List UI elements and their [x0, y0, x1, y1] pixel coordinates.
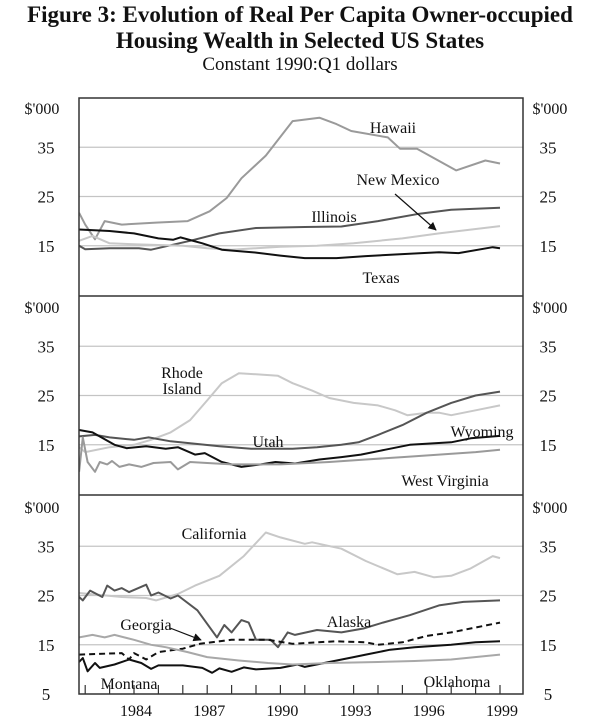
series-line-utah	[79, 390, 501, 450]
x-tick-label: 1984	[120, 703, 152, 720]
y-tick-label-right: 5	[544, 685, 553, 704]
x-tick-label: 1999	[486, 703, 518, 720]
series-line-california	[79, 531, 501, 602]
series-label: New Mexico	[356, 172, 439, 189]
y-unit-label-left: $'000	[25, 101, 60, 118]
series-label: Alaska	[327, 614, 371, 631]
y-tick-label-right: 15	[540, 436, 557, 455]
x-tick-label: 1993	[340, 703, 372, 720]
y-tick-label-right: 25	[540, 188, 557, 207]
y-tick-label-left: 15	[38, 237, 55, 256]
y-tick-label-right: 35	[540, 337, 557, 356]
series-label: Utah	[252, 434, 283, 451]
series-group	[79, 116, 501, 260]
series-label: Georgia	[120, 617, 171, 634]
y-tick-label-right: 25	[540, 387, 557, 406]
series-label: Texas	[362, 270, 399, 287]
series-label: Island	[162, 381, 201, 398]
series-line-hawaii	[79, 116, 501, 241]
y-tick-label-left: 25	[38, 387, 55, 406]
y-unit-label-right: $'000	[533, 500, 568, 517]
y-tick-label-right: 35	[540, 537, 557, 556]
chart-subtitle: Constant 1990:Q1 dollars	[202, 54, 398, 75]
series-line-west-virginia	[79, 436, 501, 473]
series-group	[79, 531, 501, 674]
x-tick-label: 1987	[193, 703, 225, 720]
y-tick-label-left: 35	[38, 337, 55, 356]
plot-frame	[78, 97, 524, 695]
series-label: California	[182, 526, 247, 543]
series-label: Oklahoma	[424, 674, 491, 691]
x-tick-label: 1990	[266, 703, 298, 720]
new-mexico-arrow	[394, 193, 437, 231]
y-tick-label-left: 5	[42, 685, 51, 704]
y-tick-label-left: 15	[38, 436, 55, 455]
series-label: Rhode	[161, 365, 203, 382]
y-unit-label-left: $'000	[25, 500, 60, 517]
series-line-georgia	[79, 621, 501, 661]
y-tick-label-right: 35	[540, 138, 557, 157]
series-line-texas	[79, 228, 501, 260]
y-unit-label-right: $'000	[533, 300, 568, 317]
series-label: Hawaii	[370, 120, 417, 137]
series-label: Montana	[101, 676, 158, 693]
y-tick-label-left: 35	[38, 537, 55, 556]
series-group	[79, 372, 501, 473]
series-line-illinois	[79, 206, 501, 251]
y-tick-label-right: 25	[540, 587, 557, 606]
x-tick-label: 1996	[413, 703, 445, 720]
series-label: Illinois	[311, 209, 356, 226]
georgia-arrow	[169, 627, 202, 642]
y-tick-label-left: 35	[38, 138, 55, 157]
chart-title-line2: Housing Wealth in Selected US States	[115, 28, 485, 53]
y-tick-label-right: 15	[540, 636, 557, 655]
series-label: Wyoming	[450, 424, 513, 441]
series-line-wyoming	[79, 429, 501, 468]
panel-3: 5 5 15 15 25 25 35 35 $'000 $'000 California Alaska…	[25, 500, 568, 704]
y-tick-label-left: 25	[38, 587, 55, 606]
y-tick-label-left: 25	[38, 188, 55, 207]
y-unit-label-left: $'000	[25, 300, 60, 317]
y-tick-label-right: 15	[540, 237, 557, 256]
chart-title: Figure 3: Evolution of Real Per Capita O…	[27, 2, 573, 27]
series-label: West Virginia	[401, 473, 488, 490]
y-tick-label-left: 15	[38, 636, 55, 655]
series-line-rhode-island	[79, 372, 501, 454]
series-line-oklahoma	[79, 633, 501, 666]
series-line-montana	[79, 640, 501, 674]
panel-1: 15 15 25 25 35 35 $'000 $'000 Hawaii New Mexico Il…	[25, 101, 568, 287]
series-line-alaska	[79, 583, 501, 649]
y-unit-label-right: $'000	[533, 101, 568, 118]
